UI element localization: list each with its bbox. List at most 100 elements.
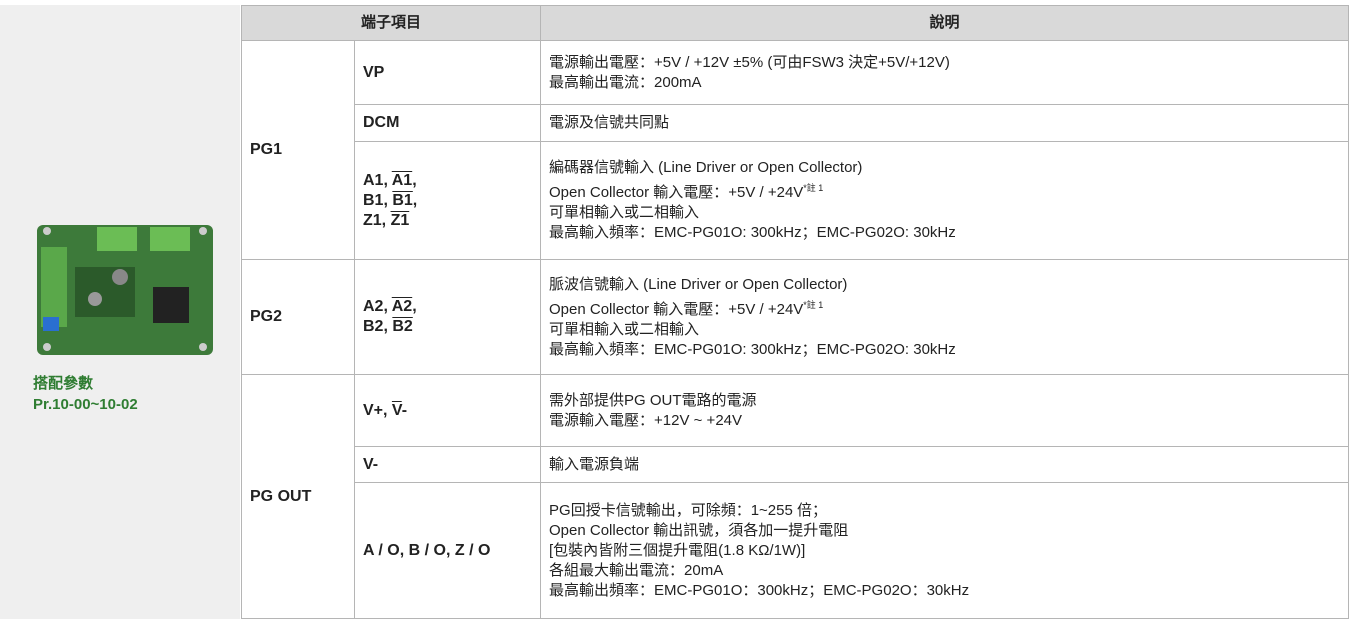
description-text: 電源輸入電壓：+12V ~ +24V (549, 411, 743, 429)
terminal-line: A1, A1, (363, 171, 532, 191)
description-line: Open Collector 輸入電壓：+5V / +24V*註 1 (549, 295, 1340, 320)
group-cell: PG OUT (241, 374, 355, 619)
description-cell: 編碼器信號輸入 (Line Driver or Open Collector) O… (540, 141, 1349, 260)
description-cell: 電源及信號共同點 (540, 104, 1349, 142)
description-line: 電源輸出電壓：+5V / +12V ±5% (可由FSW3 決定+5V/+12V… (549, 53, 1340, 73)
terminal-text: B1, (363, 191, 393, 209)
description-text: Open Collector 輸入電壓：+5V / +24V (549, 300, 804, 318)
description-cell: 電源輸出電壓：+5V / +12V ±5% (可由FSW3 決定+5V/+12V… (540, 40, 1349, 105)
description-cell: PG回授卡信號輸出，可除頻：1~255 倍； Open Collector 輸出訊… (540, 482, 1349, 619)
terminal-text: , (412, 171, 417, 189)
terminal-text: , (412, 191, 418, 209)
description-line: 最高輸入頻率：EMC-PG01O: 300kHz；EMC-PG02O: 30kH… (549, 340, 1340, 360)
header-cell: 說明 (540, 5, 1349, 41)
terminal-text: B2, (363, 318, 393, 335)
description-text: [包裝內皆附三個提升電阻(1.8 KΩ/1W)] (549, 541, 806, 559)
description-line: 輸入電源負端 (549, 455, 1340, 475)
description-line: PG回授卡信號輸出，可除頻：1~255 倍； (549, 501, 1340, 521)
terminal-line: A / O, B / O, Z / O (363, 541, 532, 561)
description-text: 電源及信號共同點 (549, 114, 670, 131)
terminal-table: 端子項目 說明 PG1 VP 電源輸出電壓：+5V / +12V ±5% (可由FS… (240, 5, 1349, 619)
description-text: 輸入電源負端 (549, 455, 640, 473)
description-line: Open Collector 輸入電壓：+5V / +24V*註 1 (549, 178, 1340, 203)
terminal-line: V- (363, 455, 532, 475)
row: DCM 電源及信號共同點 (242, 104, 1349, 142)
terminal-text: Z1 (390, 211, 410, 229)
terminal-line: A2, A2, (363, 297, 532, 317)
terminal-text: A / O, B / O, Z / O (363, 541, 491, 559)
header-row: 端子項目 說明 (240, 5, 1349, 41)
group-cell: PG2 (241, 259, 355, 375)
description-text: 最高輸入頻率：EMC-PG01O: 300kHz；EMC-PG02O: 30kH… (549, 224, 956, 241)
terminal-text: VP (363, 63, 385, 81)
terminal-line: DCM (363, 113, 532, 133)
row: PG1 VP 電源輸出電壓：+5V / +12V ±5% (可由FSW3 決定+5V… (241, 40, 1349, 260)
terminal-text: B1 (392, 191, 413, 209)
footnote-ref: *註 1 (803, 183, 824, 193)
terminal-cell: V+, V- (353, 374, 542, 447)
terminal-line: Z1, Z1 (363, 211, 532, 231)
terminal-cell: DCM (353, 104, 542, 142)
description-line: 需外部提供PG OUT電路的電源 (549, 391, 1340, 411)
description-text: 各組最大輸出電流：20mA (549, 561, 724, 579)
terminal-text: A2 (391, 298, 413, 315)
description-line: 各組最大輸出電流：20mA (549, 561, 1340, 581)
terminal-line: V+, V- (363, 401, 532, 421)
sidebar: 搭配參數 Pr.10-00~10-02 (0, 5, 240, 619)
terminal-text: A1 (391, 171, 413, 189)
description-text: 可單相輸入或二相輸入 (549, 320, 700, 338)
row: A / O, B / O, Z / O PG回授卡信號輸出，可除頻：1~255 倍… (242, 482, 1349, 619)
footnote-ref: *註 1 (803, 299, 824, 310)
description-text: 最高輸出頻率：EMC-PG01O：300kHz；EMC-PG02O：30kHz (549, 581, 970, 599)
description-text: Open Collector 輸出訊號，須各加一提升電阻 (549, 521, 849, 539)
terminal-line: B1, B1, (363, 191, 532, 211)
description-line: 可單相輸入或二相輸入 (549, 320, 1340, 340)
header-cell: 端子項目 (240, 5, 542, 41)
description-line: 電源及信號共同點 (549, 113, 1340, 133)
caption-line: Pr.10-00~10-02 (33, 396, 138, 413)
row: PG2 A2, A2, B2, B2 脈波信號輸入 (Line Driver or O… (241, 259, 1349, 375)
description-line: [包裝內皆附三個提升電阻(1.8 KΩ/1W)] (549, 541, 1340, 561)
pcb-image (37, 225, 213, 355)
row: A1, A1, B1, B1, Z1, Z1 編碼器信號輸入 (Line Driver… (242, 141, 1349, 260)
row: PG OUT V+, V- 需外部提供PG OUT電路的電源 電源輸入電壓：+12V … (241, 374, 1349, 619)
terminal-cell: A1, A1, B1, B1, Z1, Z1 (353, 141, 542, 260)
description-line: 最高輸入頻率：EMC-PG01O: 300kHz；EMC-PG02O: 30kH… (549, 223, 1340, 243)
terminal-line: VP (363, 63, 532, 83)
terminal-text: B2 (392, 318, 413, 335)
description-line: Open Collector 輸出訊號，須各加一提升電阻 (549, 521, 1340, 541)
description-text: 需外部提供PG OUT電路的電源 (549, 391, 757, 409)
description-text: 可單相輸入或二相輸入 (549, 204, 700, 221)
description-cell: 輸入電源負端 (540, 446, 1349, 483)
description-line: 可單相輸入或二相輸入 (549, 203, 1340, 223)
description-line: 脈波信號輸入 (Line Driver or Open Collector) (549, 275, 1340, 295)
terminal-line: B2, B2 (363, 317, 532, 337)
description-line: 電源輸入電壓：+12V ~ +24V (549, 411, 1340, 431)
terminal-text: V (391, 401, 402, 419)
description-line: 最高輸出頻率：EMC-PG01O：300kHz；EMC-PG02O：30kHz (549, 581, 1340, 601)
terminal-cell: V- (353, 446, 542, 483)
terminal-cell: A / O, B / O, Z / O (353, 482, 542, 619)
terminal-cell: VP (353, 40, 542, 105)
terminal-text: A2, (363, 298, 392, 315)
description-cell: 需外部提供PG OUT電路的電源 電源輸入電壓：+12V ~ +24V (540, 374, 1349, 447)
description-text: PG回授卡信號輸出，可除頻：1~255 倍； (549, 501, 827, 519)
caption: 搭配參數 Pr.10-00~10-02 (33, 373, 138, 415)
caption-line: 搭配參數 (33, 375, 94, 392)
terminal-text: A1, (363, 171, 392, 189)
description-cell: 脈波信號輸入 (Line Driver or Open Collector) Op… (540, 259, 1349, 375)
row: V- 輸入電源負端 (242, 446, 1349, 483)
terminal-text: Z1, (363, 211, 391, 229)
description-text: 最高輸入頻率：EMC-PG01O: 300kHz；EMC-PG02O: 30kH… (549, 340, 956, 358)
description-text: 脈波信號輸入 (Line Driver or Open Collector) (549, 275, 848, 293)
description-text: 編碼器信號輸入 (Line Driver or Open Collector) (549, 159, 863, 176)
terminal-cell: A2, A2, B2, B2 (353, 259, 542, 375)
description-text: 電源輸出電壓：+5V / +12V ±5% (可由FSW3 決定+5V/+12V… (549, 53, 950, 71)
terminal-text: DCM (363, 114, 400, 131)
description-text: Open Collector 輸入電壓：+5V / +24V (549, 184, 804, 201)
description-text: 最高輸出電流：200mA (549, 73, 702, 91)
terminal-text: V- (363, 455, 379, 473)
description-line: 最高輸出電流：200mA (549, 73, 1340, 93)
description-line: 編碼器信號輸入 (Line Driver or Open Collector) (549, 158, 1340, 178)
